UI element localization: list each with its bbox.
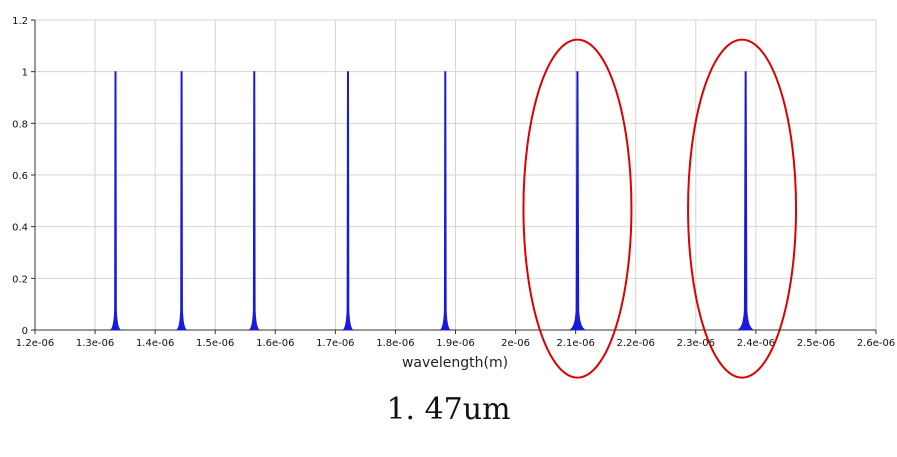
x-axis-label: wavelength(m) (402, 355, 508, 371)
spectrum-chart: 1.2e-06 1.3e-06 1.4e-06 1.5e-06 1.6e-06 1.7e-… (12, 16, 895, 379)
x-tick-label: 1.8e-06 (376, 338, 414, 349)
y-tick-label: 0.8 (12, 119, 28, 130)
x-tick-label: 1.6e-06 (256, 338, 294, 349)
grid (35, 19, 877, 330)
y-tick-label: 0.2 (12, 274, 28, 285)
peak (341, 71, 355, 331)
y-tick-label: 1.2 (12, 16, 28, 27)
peak (569, 71, 586, 331)
y-tick-label: 1 (22, 68, 28, 79)
caption: 1. 47um (386, 392, 511, 427)
x-tick-label: 1.5e-06 (196, 338, 234, 349)
annotations (522, 38, 798, 379)
peak (109, 71, 122, 331)
x-tick-label: 2.2e-06 (617, 338, 655, 349)
peak (175, 71, 189, 331)
x-tick-label: 2e-06 (501, 338, 530, 349)
x-tick-label: 1.9e-06 (436, 338, 474, 349)
x-tick-label: 1.4e-06 (136, 338, 174, 349)
x-tick-label: 2.4e-06 (737, 338, 775, 349)
peaks (109, 71, 754, 331)
x-tick-label: 1.2e-06 (16, 338, 54, 349)
peak (438, 71, 452, 331)
x-ticks: 1.2e-06 1.3e-06 1.4e-06 1.5e-06 1.6e-06 1.7e-… (16, 330, 895, 349)
x-tick-label: 2.5e-06 (797, 338, 835, 349)
peak (737, 71, 754, 331)
peak (247, 71, 261, 331)
x-tick-label: 1.7e-06 (316, 338, 354, 349)
x-tick-label: 2.3e-06 (677, 338, 715, 349)
y-tick-label: 0 (22, 326, 28, 337)
y-tick-label: 0.6 (12, 171, 28, 182)
x-tick-label: 1.3e-06 (76, 338, 114, 349)
highlight-ellipse (522, 38, 633, 379)
highlight-ellipse (687, 38, 798, 379)
y-ticks: 0 0.2 0.4 0.6 0.8 1 1.2 (12, 16, 35, 337)
y-tick-label: 0.4 (12, 223, 28, 234)
x-tick-label: 2.1e-06 (556, 338, 594, 349)
x-tick-label: 2.6e-06 (857, 338, 895, 349)
